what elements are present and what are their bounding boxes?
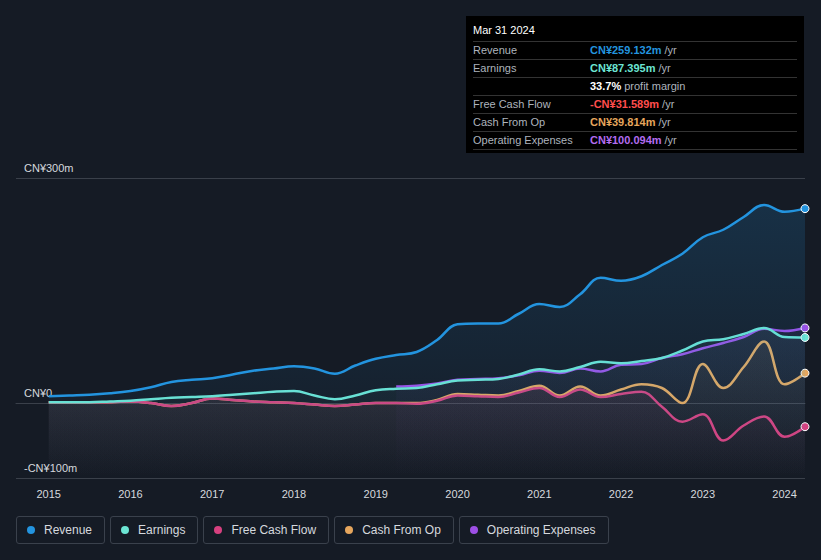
html-text:Operating Expenses: Operating Expenses [473, 134, 573, 146]
html-text:CN¥100.094m /yr: CN¥100.094m /yr [590, 134, 677, 146]
html-text:Earnings: Earnings [473, 62, 517, 74]
svg-text:2022: 2022 [609, 488, 633, 500]
html-text:Revenue: Revenue [473, 44, 517, 56]
svg-text:2023: 2023 [691, 488, 715, 500]
svg-text:CN¥0: CN¥0 [24, 387, 52, 399]
svg-text:2018: 2018 [282, 488, 306, 500]
html-text:CN¥39.814m /yr: CN¥39.814m /yr [590, 116, 671, 128]
html-text:Free Cash Flow: Free Cash Flow [473, 98, 551, 110]
html-text:Operating Expenses: Operating Expenses [486, 523, 596, 537]
html-text:Cash From Op: Cash From Op [473, 116, 546, 128]
svg-text:2016: 2016 [118, 488, 142, 500]
html-text:CN¥259.132m /yr: CN¥259.132m /yr [590, 44, 677, 56]
html-text:CN¥87.395m /yr: CN¥87.395m /yr [590, 62, 671, 74]
svg-text:CN¥300m: CN¥300m [24, 162, 74, 174]
svg-text:2024: 2024 [772, 488, 796, 500]
svg-text:2017: 2017 [200, 488, 224, 500]
html-text:Free Cash Flow: Free Cash Flow [231, 523, 317, 537]
html-text:33.7% profit margin: 33.7% profit margin [590, 80, 686, 92]
html-text:Cash From Op: Cash From Op [362, 523, 441, 537]
html-text:Revenue: Revenue [44, 523, 92, 537]
html-text:-CN¥31.589m /yr: -CN¥31.589m /yr [590, 98, 675, 110]
svg-text:2015: 2015 [36, 488, 60, 500]
html-text:Mar 31 2024: Mar 31 2024 [473, 24, 535, 36]
html-text:Earnings: Earnings [138, 523, 186, 537]
svg-text:2019: 2019 [364, 488, 388, 500]
svg-text:2021: 2021 [527, 488, 551, 500]
svg-text:2020: 2020 [445, 488, 469, 500]
